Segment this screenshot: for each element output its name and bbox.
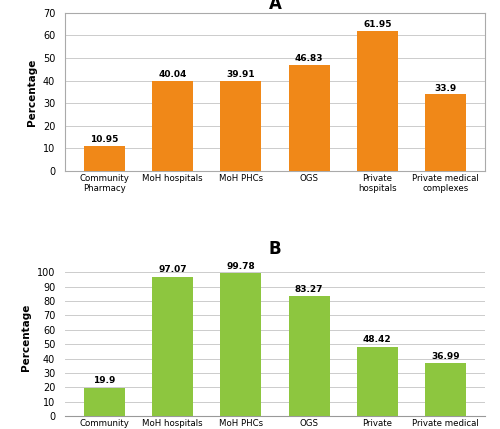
Text: 61.95: 61.95 [363, 20, 392, 29]
Text: 40.04: 40.04 [158, 70, 187, 79]
Bar [220, 81, 262, 171]
Y-axis label: Percentage: Percentage [22, 303, 32, 371]
Text: 46.83: 46.83 [295, 54, 324, 63]
Text: 97.07: 97.07 [158, 266, 187, 275]
Bar [425, 363, 466, 416]
Bar [152, 81, 193, 171]
Text: 48.42: 48.42 [363, 335, 392, 344]
Title: A: A [268, 0, 281, 13]
Text: 33.9: 33.9 [434, 84, 456, 93]
Bar [357, 31, 398, 171]
Text: 39.91: 39.91 [226, 70, 255, 79]
Bar [288, 296, 330, 416]
Bar [84, 146, 125, 171]
Title: B: B [268, 240, 281, 258]
Text: 99.78: 99.78 [226, 262, 256, 271]
Bar [152, 277, 193, 416]
Bar [425, 94, 466, 171]
Text: 83.27: 83.27 [295, 285, 324, 294]
Bar [357, 347, 398, 416]
Y-axis label: Percentage: Percentage [28, 58, 38, 126]
Text: 36.99: 36.99 [431, 352, 460, 361]
Text: 10.95: 10.95 [90, 136, 118, 145]
Bar [288, 65, 330, 171]
Bar [84, 387, 125, 416]
Bar [220, 273, 262, 416]
Text: 19.9: 19.9 [94, 376, 116, 385]
